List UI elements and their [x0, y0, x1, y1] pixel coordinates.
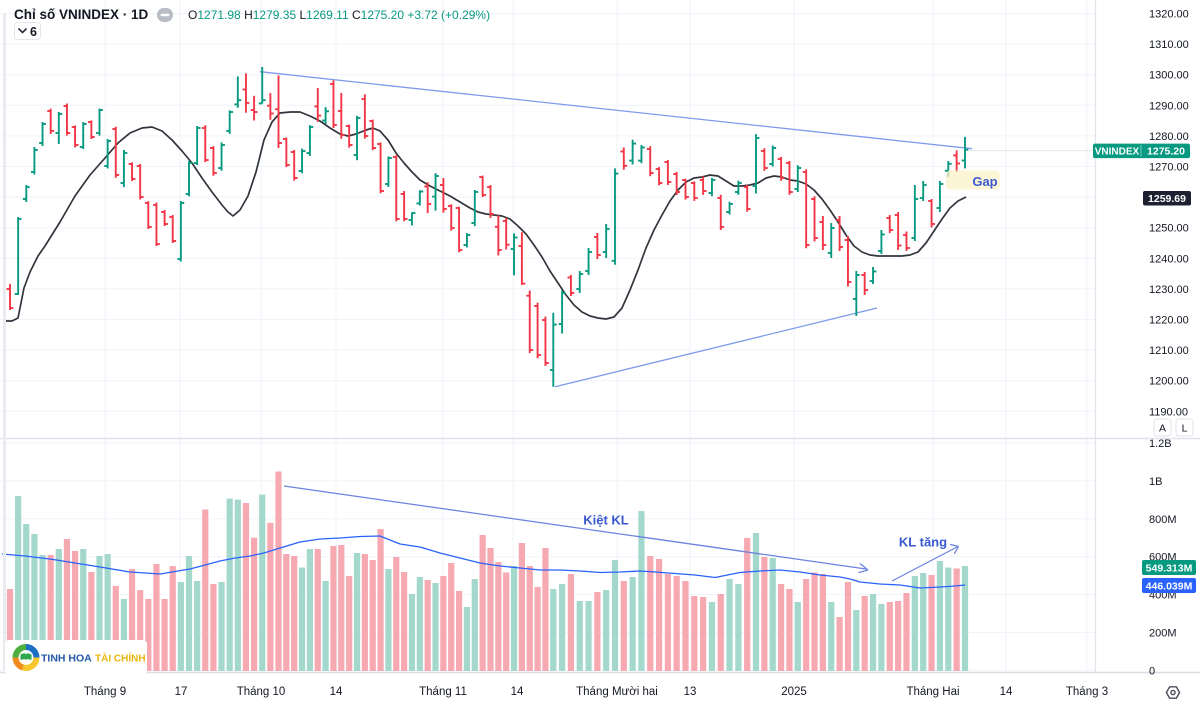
svg-text:2025: 2025 [781, 686, 807, 698]
svg-text:Tháng 11: Tháng 11 [419, 686, 467, 698]
svg-text:TINH HOA: TINH HOA [41, 653, 92, 665]
svg-text:14: 14 [1000, 686, 1013, 698]
svg-text:Tháng Mười hai: Tháng Mười hai [576, 686, 658, 698]
svg-text:1B: 1B [1149, 476, 1162, 488]
svg-text:446.039M: 446.039M [1146, 581, 1193, 593]
svg-text:L: L [1182, 423, 1188, 435]
svg-text:Tháng 9: Tháng 9 [84, 686, 126, 698]
svg-text:1240.00: 1240.00 [1149, 253, 1189, 265]
svg-text:1310.00: 1310.00 [1149, 39, 1189, 51]
svg-text:1190.00: 1190.00 [1149, 406, 1188, 418]
svg-text:800M: 800M [1149, 514, 1177, 526]
svg-text:TÀI CHÍNH: TÀI CHÍNH [95, 652, 146, 665]
svg-text:0: 0 [1149, 665, 1155, 677]
svg-text:A: A [1159, 423, 1166, 435]
svg-text:1210.00: 1210.00 [1149, 345, 1189, 357]
svg-text:Tháng 10: Tháng 10 [237, 686, 286, 698]
svg-text:KL tăng: KL tăng [899, 535, 947, 550]
svg-text:1259.69: 1259.69 [1148, 193, 1186, 205]
svg-text:549.313M: 549.313M [1146, 563, 1193, 575]
svg-text:13: 13 [684, 686, 697, 698]
svg-text:14: 14 [511, 686, 524, 698]
svg-text:Chỉ số VNINDEX · 1D: Chỉ số VNINDEX · 1D [14, 7, 149, 22]
svg-text:1220.00: 1220.00 [1149, 315, 1189, 327]
svg-text:1280.00: 1280.00 [1149, 131, 1189, 143]
svg-text:1275.20: 1275.20 [1147, 146, 1185, 158]
svg-text:Kiệt KL: Kiệt KL [583, 513, 629, 528]
svg-text:1300.00: 1300.00 [1149, 70, 1189, 82]
svg-text:1200.00: 1200.00 [1149, 376, 1189, 388]
svg-text:1320.00: 1320.00 [1149, 9, 1189, 21]
svg-text:14: 14 [330, 686, 343, 698]
svg-text:6: 6 [30, 25, 37, 39]
svg-text:Gap: Gap [972, 174, 997, 189]
svg-text:1270.00: 1270.00 [1149, 162, 1189, 174]
svg-text:200M: 200M [1149, 628, 1177, 640]
svg-text:1250.00: 1250.00 [1149, 223, 1189, 235]
svg-text:Tháng Hai: Tháng Hai [906, 686, 959, 698]
svg-text:VNINDEX: VNINDEX [1095, 147, 1140, 158]
svg-text:1230.00: 1230.00 [1149, 284, 1189, 296]
svg-text:Tháng 3: Tháng 3 [1066, 686, 1108, 698]
svg-text:17: 17 [175, 686, 188, 698]
svg-text:1290.00: 1290.00 [1149, 100, 1189, 112]
svg-text:1.2B: 1.2B [1149, 438, 1172, 450]
svg-text:O1271.98 H1279.35 L1269.11 C12: O1271.98 H1279.35 L1269.11 C1275.20 +3.7… [188, 8, 490, 22]
